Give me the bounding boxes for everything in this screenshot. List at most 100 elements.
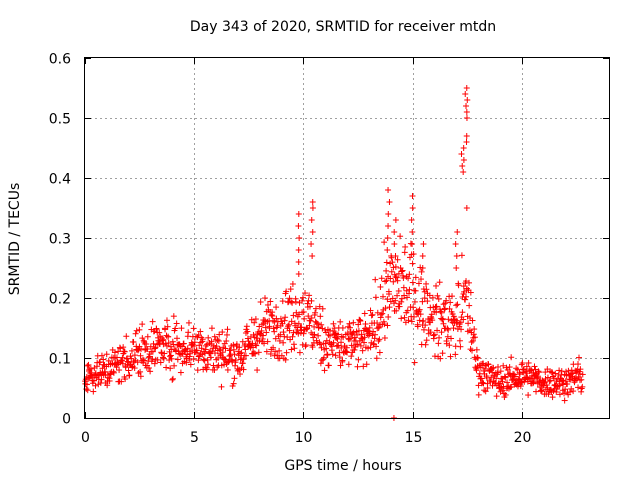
data-point [120, 344, 127, 351]
data-point [525, 359, 532, 366]
data-point [263, 348, 270, 355]
data-point [549, 369, 556, 376]
data-point [279, 298, 286, 305]
data-point [415, 308, 422, 315]
data-point [550, 375, 557, 382]
data-point [527, 367, 534, 374]
data-point [273, 304, 280, 311]
data-point [382, 305, 389, 312]
data-point [398, 295, 405, 302]
data-point [452, 351, 459, 358]
data-point [463, 133, 470, 139]
data-point [98, 352, 105, 359]
data-point [325, 331, 332, 338]
data-point [164, 323, 171, 330]
data-point [346, 320, 353, 327]
data-point [369, 311, 376, 318]
data-point [280, 339, 287, 346]
data-point [296, 349, 303, 356]
data-point [374, 309, 381, 316]
data-point [516, 371, 523, 378]
data-point [336, 354, 343, 361]
data-point [525, 392, 532, 399]
data-point [269, 312, 276, 319]
data-point [302, 290, 309, 297]
data-point [144, 346, 151, 353]
data-point [561, 390, 568, 397]
data-point [535, 368, 542, 375]
data-point [463, 85, 470, 91]
data-point [414, 323, 421, 330]
data-point [493, 375, 500, 382]
data-point [457, 343, 464, 350]
data-point [495, 380, 502, 387]
data-point [309, 344, 316, 351]
data-point [262, 324, 269, 331]
data-point [436, 279, 443, 286]
data-point [502, 391, 509, 398]
data-point [386, 291, 393, 298]
data-point [224, 366, 231, 373]
data-point [329, 351, 336, 358]
data-point [474, 355, 481, 362]
data-point [290, 329, 297, 336]
data-point [506, 364, 513, 371]
data-point [405, 275, 412, 282]
data-point [422, 322, 429, 329]
axis-ticks [85, 58, 609, 419]
data-point [556, 391, 563, 398]
data-point [166, 357, 173, 364]
data-point [365, 345, 372, 352]
data-point [568, 367, 575, 374]
data-point [354, 341, 361, 348]
data-point [145, 364, 152, 371]
data-point [251, 350, 258, 357]
data-point [434, 292, 441, 299]
data-point [286, 295, 293, 302]
data-point [561, 397, 568, 404]
data-point [469, 317, 476, 324]
data-point [198, 345, 205, 352]
data-point [308, 241, 315, 247]
data-point [513, 365, 520, 372]
data-point [489, 369, 496, 376]
data-point [411, 359, 418, 366]
data-point [464, 97, 471, 103]
data-point [169, 375, 176, 382]
data-point [420, 241, 427, 247]
data-point [211, 333, 218, 340]
data-point [565, 367, 572, 374]
data-point [418, 276, 425, 283]
data-point [575, 373, 582, 380]
data-point [497, 368, 504, 375]
data-point [252, 350, 259, 357]
data-point [392, 253, 399, 259]
data-point [135, 347, 142, 354]
data-point [424, 298, 431, 305]
data-point [473, 367, 480, 374]
data-point [222, 345, 229, 352]
data-point [252, 316, 259, 323]
data-point [171, 362, 178, 369]
data-point [404, 294, 411, 301]
data-point [376, 349, 383, 356]
data-point [227, 352, 234, 359]
data-point [354, 363, 361, 370]
data-point [385, 211, 392, 217]
data-point [244, 328, 251, 335]
y-tick-label: 0.5 [49, 112, 71, 128]
data-point [420, 317, 427, 324]
data-point [463, 115, 470, 121]
data-point [391, 241, 398, 247]
data-point [355, 321, 362, 328]
data-point [450, 313, 457, 320]
data-point [460, 157, 467, 163]
data-points [82, 85, 586, 421]
data-point [282, 314, 289, 321]
data-point [195, 353, 202, 360]
data-point [514, 366, 521, 373]
data-point [447, 299, 454, 306]
data-point [373, 343, 380, 350]
data-point [136, 326, 143, 333]
data-point [319, 305, 326, 312]
